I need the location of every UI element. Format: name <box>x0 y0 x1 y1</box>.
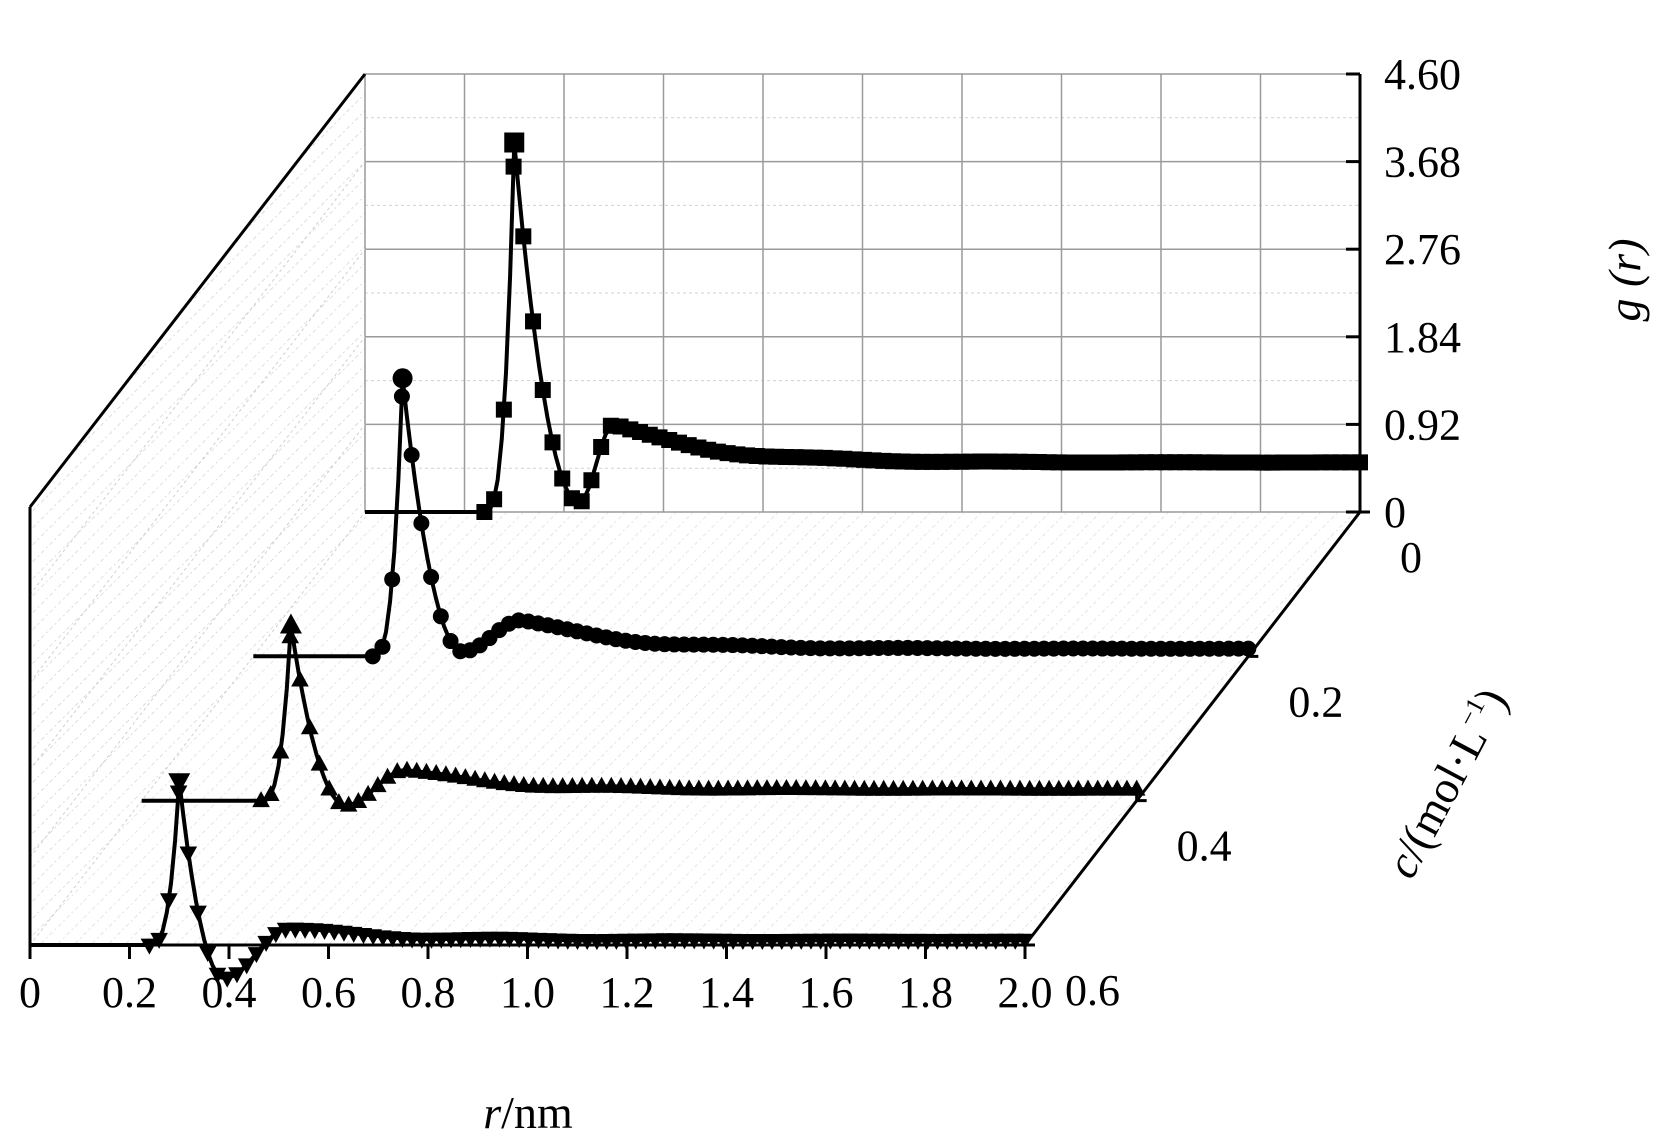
x-tick-label: 0.4 <box>202 968 257 1017</box>
x-tick-label: 1.6 <box>799 968 854 1017</box>
wall-grid-line <box>29 336 366 771</box>
x-tick-label: 0.8 <box>401 968 456 1017</box>
peak-point <box>392 368 413 389</box>
data-point <box>384 571 401 588</box>
data-point <box>237 958 256 975</box>
series-c-0.4 <box>141 613 1147 812</box>
data-point <box>150 932 168 949</box>
data-point <box>583 472 600 489</box>
data-point <box>179 846 198 863</box>
series-c-0.6 <box>30 773 1035 988</box>
z-tick-label: 3.68 <box>1384 138 1461 187</box>
series-c-0.2 <box>253 368 1259 665</box>
data-point <box>403 446 420 463</box>
data-point <box>247 947 266 964</box>
x-tick-label: 1.4 <box>699 968 754 1017</box>
data-point <box>160 893 178 910</box>
chart-axes <box>28 72 1362 959</box>
data-point <box>369 776 387 793</box>
x-tick-label: 0 <box>19 968 41 1017</box>
data-point <box>423 569 440 586</box>
series-c-0 <box>365 132 1370 520</box>
peak-point <box>279 613 302 634</box>
data-point <box>486 491 503 508</box>
z-tick-label: 2.76 <box>1384 225 1461 274</box>
data-point <box>476 504 493 520</box>
z-tick-label: 4.60 <box>1384 50 1461 99</box>
wall-grid-line <box>29 161 366 595</box>
c-axis-line <box>1023 511 1362 946</box>
data-point <box>554 470 571 487</box>
c-tick-label: 0.6 <box>1065 966 1120 1015</box>
peak-point <box>168 773 191 794</box>
z-tick-label: 0.92 <box>1384 400 1461 449</box>
chart-panel <box>30 74 1360 945</box>
data-point <box>310 754 329 771</box>
data-point <box>413 515 430 532</box>
x-tick-label: 0.2 <box>102 968 157 1017</box>
data-point <box>442 633 459 650</box>
data-point <box>281 627 300 644</box>
data-point <box>573 493 590 510</box>
data-point <box>261 785 280 802</box>
c-axis-title: c/(mol·L−1) <box>1375 680 1517 886</box>
wall-grid-line <box>29 248 366 683</box>
left-wall <box>30 74 365 945</box>
data-point <box>330 793 348 810</box>
x-tick-label: 1.8 <box>898 968 953 1017</box>
data-point <box>364 648 381 665</box>
x-tick-label: 2.0 <box>998 968 1053 1017</box>
z-tick-label: 0 <box>1384 488 1406 537</box>
data-point <box>300 718 319 735</box>
data-point <box>218 971 237 988</box>
data-point <box>534 382 551 399</box>
wall-grid-line <box>29 424 366 858</box>
data-point <box>228 967 246 984</box>
data-point <box>198 945 217 962</box>
data-point <box>544 434 561 451</box>
data-point <box>359 784 377 801</box>
c-tick-label: 0 <box>1400 533 1422 582</box>
data-point <box>432 608 449 625</box>
c-tick-label: 0.2 <box>1288 677 1343 726</box>
data-point <box>505 158 522 175</box>
data-point <box>378 767 397 784</box>
data-point <box>1127 779 1146 796</box>
tick-labels: 0 0.2 0.4 0.6 0.8 1.0 1.2 1.4 1.6 1.8 2.0 0 0.92 1.84… <box>19 50 1461 1017</box>
data-point <box>525 313 542 330</box>
data-point <box>252 791 270 808</box>
x-tick-label: 1.0 <box>500 968 555 1017</box>
data-point <box>374 638 391 655</box>
data-point <box>267 927 285 944</box>
data-point <box>271 742 290 759</box>
data-point <box>291 670 309 687</box>
data-point <box>169 785 188 802</box>
z-axis-title: g (r) <box>1599 238 1650 321</box>
peak-point <box>504 132 525 153</box>
x-tick-label: 1.2 <box>600 968 655 1017</box>
data-point <box>189 905 207 922</box>
z-tick-label: 1.84 <box>1384 313 1461 362</box>
data-point <box>349 792 368 809</box>
chart-series-group <box>30 132 1370 988</box>
c-tick-label: 0.4 <box>1177 822 1232 871</box>
data-point <box>140 938 159 955</box>
data-point <box>320 779 338 796</box>
data-point <box>393 388 410 405</box>
left-frame-top <box>28 73 367 508</box>
x-tick-label: 0.6 <box>301 968 356 1017</box>
floor-plane <box>30 512 1360 945</box>
data-point <box>593 439 610 456</box>
x-axis-title: r/nm <box>483 1087 573 1138</box>
wall-grid-line <box>29 511 366 946</box>
data-point <box>515 228 532 245</box>
data-point <box>495 401 512 418</box>
